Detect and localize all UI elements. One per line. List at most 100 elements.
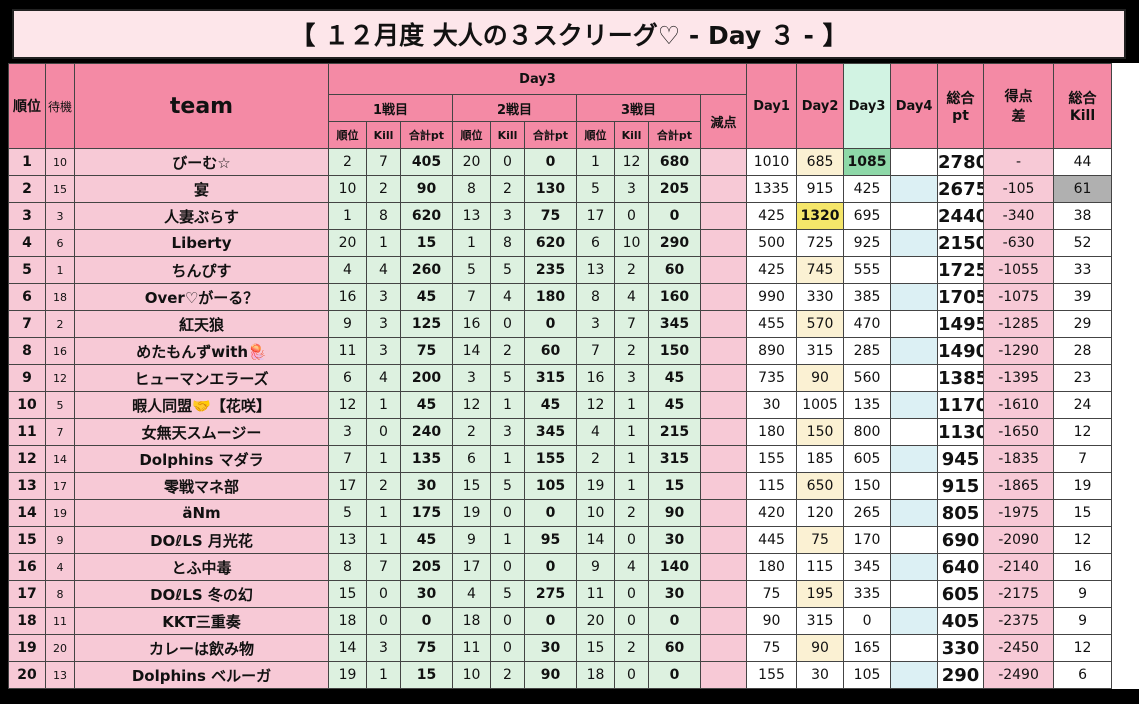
match1-kill: 0	[366, 580, 401, 608]
total-pt: 690	[937, 526, 985, 554]
point-diff: -1285	[983, 310, 1055, 338]
penalty-cell	[699, 499, 748, 527]
match3-pt: 60	[648, 634, 701, 662]
penalty-cell	[699, 526, 748, 554]
day3-pt: 385	[843, 283, 892, 311]
match1-pt: 620	[400, 202, 453, 230]
rank-cell: 14	[8, 499, 46, 527]
total-pt: 1385	[937, 364, 985, 392]
sub-pt: 合計pt	[524, 121, 577, 149]
match3-rank: 5	[576, 175, 615, 203]
team-name: 人妻ぶらす	[74, 202, 329, 230]
match1-rank: 12	[328, 391, 367, 419]
match1-pt: 45	[400, 526, 453, 554]
day1-pt: 115	[746, 472, 798, 500]
match2-rank: 7	[452, 283, 491, 311]
penalty-cell	[699, 580, 748, 608]
match3-pt: 140	[648, 553, 701, 581]
match3-kill: 1	[614, 472, 649, 500]
header-penalty: 減点	[699, 94, 748, 149]
match1-kill: 1	[366, 391, 401, 419]
match1-pt: 125	[400, 310, 453, 338]
table-row: 5 1 ちんぴす 4 4 260 5 5 235 13 2 60 425 745 555 1725 -1055 3…	[8, 256, 1139, 284]
day3-pt: 335	[843, 580, 892, 608]
penalty-cell	[699, 337, 748, 365]
match3-rank: 18	[576, 661, 615, 689]
match1-kill: 4	[366, 364, 401, 392]
day4-pt	[890, 229, 939, 257]
match2-pt: 90	[524, 661, 577, 689]
match3-rank: 10	[576, 499, 615, 527]
point-diff: -2490	[983, 661, 1055, 689]
day3-pt: 170	[843, 526, 892, 554]
match3-kill: 3	[614, 364, 649, 392]
match2-kill: 0	[490, 148, 525, 176]
penalty-cell	[699, 175, 748, 203]
table-row: 3 3 人妻ぶらす 1 8 620 13 3 75 17 0 0 425 1320 695 2440 -340 3…	[8, 202, 1139, 230]
total-kill: 15	[1053, 499, 1113, 527]
match3-rank: 17	[576, 202, 615, 230]
match1-kill: 3	[366, 283, 401, 311]
table-row: 1 10 びーむ☆ 2 7 405 20 0 0 1 12 680 1010 685 1085 2780-44	[8, 148, 1139, 176]
header-total-kill: 総合 Kill	[1053, 63, 1113, 149]
rank-cell: 6	[8, 283, 46, 311]
day4-pt	[890, 445, 939, 473]
table-row: 17 8 DOℓLS 冬の幻 15 0 30 4 5 275 11 0 30 75 195 335 605 -2…	[8, 580, 1139, 608]
day4-pt	[890, 472, 939, 500]
header-day4: Day4	[890, 63, 939, 149]
day1-pt: 425	[746, 202, 798, 230]
point-diff: -1865	[983, 472, 1055, 500]
match1-rank: 4	[328, 256, 367, 284]
penalty-cell	[699, 283, 748, 311]
wait-cell: 19	[45, 499, 75, 527]
wait-cell: 7	[45, 418, 75, 446]
day4-pt	[890, 148, 939, 176]
total-pt: 1170	[937, 391, 985, 419]
table-row: 11 7 女無天スムージー 3 0 240 2 3 345 4 1 215 180 150 800 1130-…	[8, 418, 1139, 446]
rank-cell: 5	[8, 256, 46, 284]
match1-kill: 0	[366, 607, 401, 635]
day1-pt: 75	[746, 580, 798, 608]
match2-kill: 2	[490, 337, 525, 365]
total-pt: 640	[937, 553, 985, 581]
team-name: 紅天狼	[74, 310, 329, 338]
total-kill: 39	[1053, 283, 1113, 311]
match2-kill: 3	[490, 418, 525, 446]
total-pt: 945	[937, 445, 985, 473]
day2-pt: 30	[796, 661, 845, 689]
total-kill: 23	[1053, 364, 1113, 392]
day2-pt: 685	[796, 148, 845, 176]
rank-cell: 1	[8, 148, 46, 176]
match2-rank: 19	[452, 499, 491, 527]
penalty-cell	[699, 148, 748, 176]
day3-pt: 925	[843, 229, 892, 257]
rank-cell: 10	[8, 391, 46, 419]
total-kill: 28	[1053, 337, 1113, 365]
team-name: DOℓLS 冬の幻	[74, 580, 329, 608]
day2-pt: 330	[796, 283, 845, 311]
match1-rank: 19	[328, 661, 367, 689]
day1-pt: 1335	[746, 175, 798, 203]
penalty-cell	[699, 364, 748, 392]
match3-rank: 13	[576, 256, 615, 284]
penalty-cell	[699, 229, 748, 257]
point-diff: -1610	[983, 391, 1055, 419]
day3-pt: 560	[843, 364, 892, 392]
match1-kill: 0	[366, 418, 401, 446]
wait-cell: 12	[45, 364, 75, 392]
match2-rank: 4	[452, 580, 491, 608]
match3-pt: 160	[648, 283, 701, 311]
match3-pt: 30	[648, 526, 701, 554]
sub-rank: 順位	[452, 121, 491, 149]
day3-pt: 135	[843, 391, 892, 419]
day2-pt: 315	[796, 607, 845, 635]
point-diff: -2175	[983, 580, 1055, 608]
match3-pt: 45	[648, 391, 701, 419]
sub-rank: 順位	[328, 121, 367, 149]
day1-pt: 735	[746, 364, 798, 392]
penalty-cell	[699, 202, 748, 230]
match3-kill: 1	[614, 418, 649, 446]
penalty-cell	[699, 634, 748, 662]
day3-pt: 800	[843, 418, 892, 446]
penalty-cell	[699, 310, 748, 338]
